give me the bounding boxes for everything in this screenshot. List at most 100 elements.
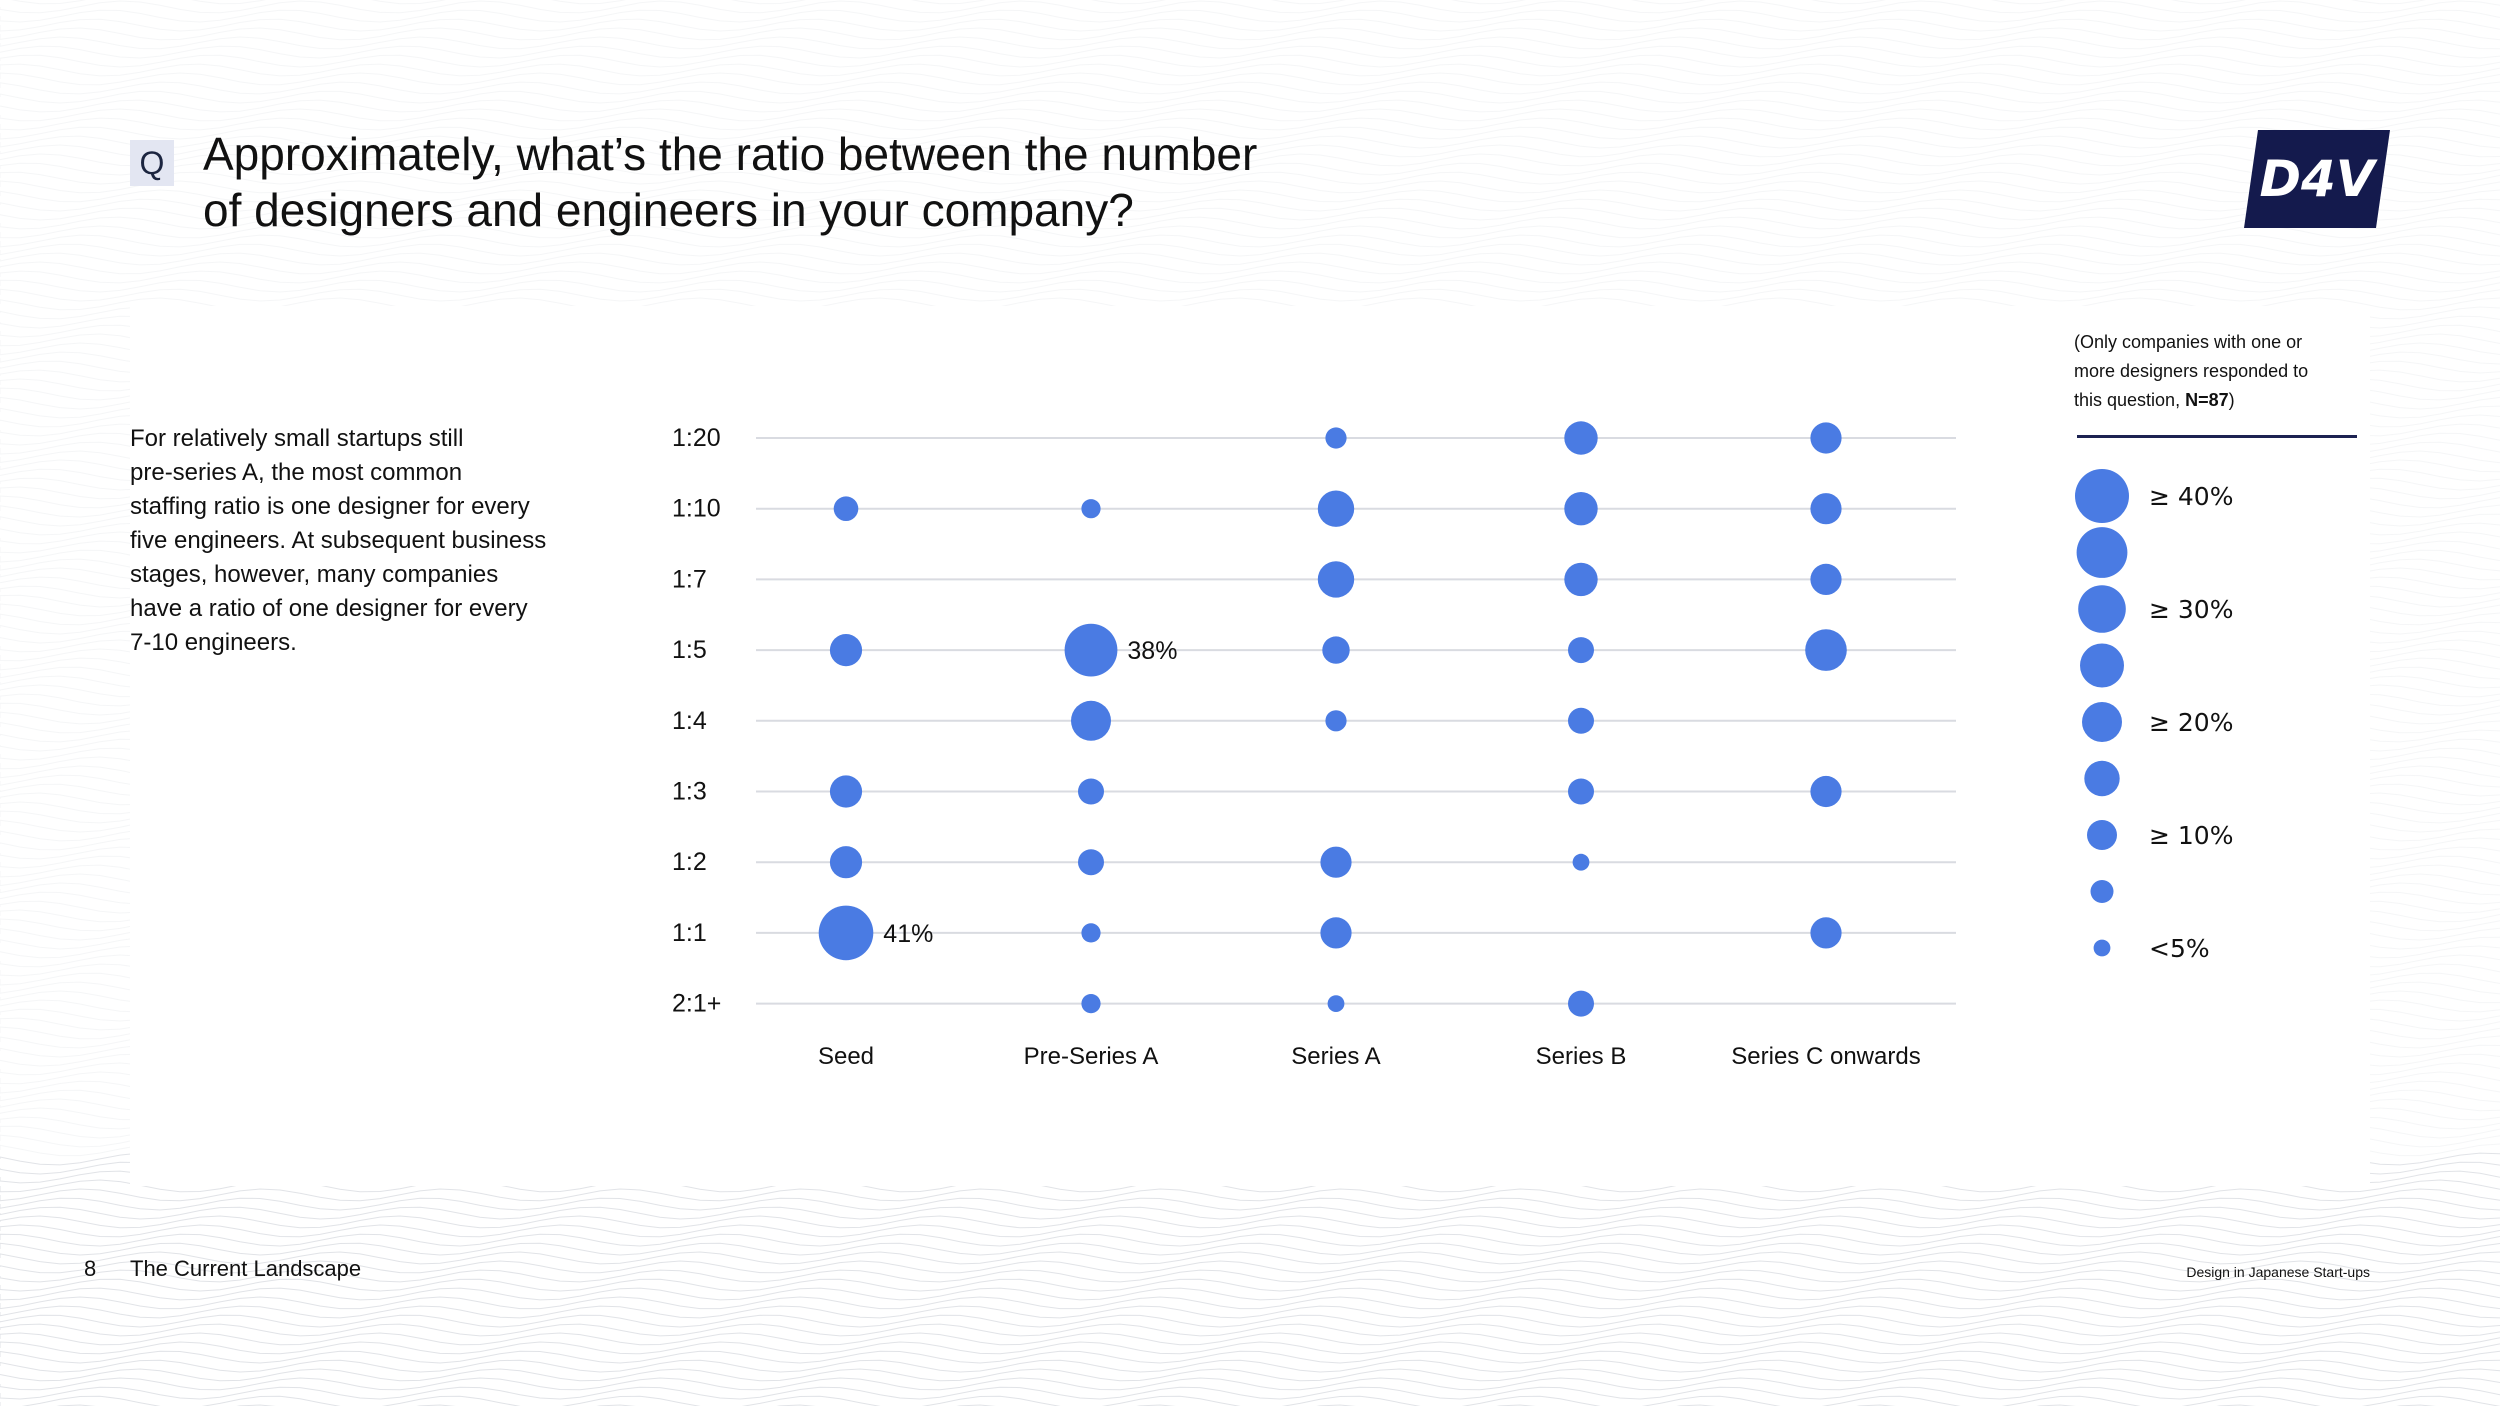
bubble — [833, 496, 859, 521]
legend-bubble — [2093, 939, 2111, 957]
bubble — [1568, 637, 1594, 664]
legend-bubble — [2076, 527, 2128, 578]
wave-line — [0, 234, 2500, 248]
wave-line — [0, 1341, 2500, 1355]
wave-line — [0, 1269, 2500, 1283]
description-line: 7-10 engineers. — [130, 629, 297, 656]
sample-size: N=87 — [2185, 390, 2229, 410]
bubble — [1078, 849, 1104, 876]
document-title: Design in Japanese Start-ups — [2186, 1264, 2370, 1280]
wave-line — [0, 108, 2500, 122]
wave-line — [0, 1197, 2500, 1211]
sample-note-prefix: this question, — [2074, 390, 2186, 410]
bubble — [1322, 636, 1350, 664]
wave-line — [0, 45, 2500, 59]
y-tick-label: 1:4 — [672, 707, 707, 735]
bubble — [1081, 994, 1101, 1014]
wave-line — [0, 1206, 2500, 1220]
wave-line — [0, 1395, 2500, 1406]
bubble — [1317, 561, 1355, 598]
description-text: For relatively small startups still pre-s… — [130, 422, 610, 660]
bubble — [1572, 853, 1590, 871]
bubble — [829, 634, 863, 667]
d4v-logo: D4V — [2244, 130, 2390, 228]
wave-line — [0, 72, 2500, 86]
wave-line — [0, 1377, 2500, 1391]
section-name: The Current Landscape — [130, 1256, 362, 1281]
bubble — [1320, 846, 1352, 878]
bubble — [1810, 422, 1842, 454]
wave-line — [0, 54, 2500, 68]
wave-line — [0, 1359, 2500, 1373]
content-panel — [130, 306, 2370, 1186]
bubble — [1564, 562, 1598, 597]
x-tick-label: Series B — [1536, 1043, 1627, 1070]
wave-line — [0, 1323, 2500, 1337]
page-title: Approximately, what’s the ratio between … — [203, 126, 1503, 238]
legend-label: ≥ 20% — [2149, 708, 2233, 737]
x-tick-label: Series A — [1291, 1043, 1380, 1070]
page-title-line-2: of designers and engineers in your compa… — [203, 184, 1134, 236]
y-tick-label: 1:3 — [672, 778, 707, 806]
y-tick-label: 1:10 — [672, 495, 721, 523]
sample-note: (Only companies with one or more designe… — [2074, 328, 2374, 415]
sample-note-line-3: this question, N=87) — [2074, 386, 2374, 415]
wave-line — [0, 1242, 2500, 1256]
bubble — [1327, 995, 1345, 1012]
bubble — [1320, 917, 1352, 949]
bubble — [1325, 427, 1347, 449]
wave-line — [0, 216, 2500, 230]
y-tick-label: 1:20 — [672, 424, 721, 452]
wave-line — [0, 63, 2500, 77]
legend-bubble — [2080, 643, 2124, 688]
bubble — [1081, 499, 1101, 519]
wave-line — [0, 261, 2500, 275]
bubble — [1805, 629, 1847, 671]
wave-line — [0, 1368, 2500, 1382]
bubble — [1568, 707, 1594, 734]
logo-background — [2244, 130, 2390, 228]
wave-line — [0, 1386, 2500, 1400]
bubble — [1810, 917, 1842, 949]
legend-label: ≥ 30% — [2149, 595, 2233, 624]
legend-bubble — [2082, 702, 2122, 742]
legend-bubble — [2078, 585, 2126, 633]
legend-bubble — [2084, 760, 2120, 797]
legend-bubble — [2090, 880, 2114, 903]
wave-line — [0, 99, 2500, 113]
bubble — [1081, 923, 1101, 943]
bubble — [1564, 492, 1598, 526]
data-label: 41% — [883, 920, 933, 948]
legend-label: ≥ 10% — [2149, 821, 2233, 850]
bubble — [1071, 700, 1111, 741]
wave-line — [0, 162, 2500, 176]
wave-line — [0, 1188, 2500, 1202]
bubble-chart: 1:20 1:10 1:7 1:5 1:4 1:3 1:2 1:1 2:1+ Seed Pre-Se… — [672, 421, 1956, 1070]
bubble — [1568, 778, 1594, 805]
wave-line — [0, 27, 2500, 41]
wave-line — [0, 1305, 2500, 1319]
bubble — [829, 846, 863, 879]
data-label: 38% — [1127, 637, 1177, 665]
wave-line — [0, 126, 2500, 140]
wave-line — [0, 270, 2500, 284]
wave-line — [0, 1233, 2500, 1247]
wave-line — [0, 1215, 2500, 1229]
y-tick-label: 2:1+ — [672, 990, 721, 1018]
description-line: For relatively small startups still — [130, 425, 464, 452]
wave-line — [0, 288, 2500, 302]
y-tick-label: 1:1 — [672, 919, 707, 947]
description-line: have a ratio of one designer for every — [130, 595, 528, 622]
wave-line — [0, 144, 2500, 158]
wave-line — [0, 81, 2500, 95]
sample-note-line-2: more designers responded to — [2074, 361, 2309, 381]
bubble — [1317, 490, 1355, 527]
bubble — [1325, 710, 1347, 732]
wave-line — [0, 1332, 2500, 1346]
wave-line — [0, 243, 2500, 257]
x-tick-label: Seed — [818, 1043, 874, 1070]
wave-line — [0, 207, 2500, 221]
bubble — [1078, 778, 1104, 805]
wave-line — [0, 1251, 2500, 1265]
y-tick-label: 1:7 — [672, 565, 707, 593]
